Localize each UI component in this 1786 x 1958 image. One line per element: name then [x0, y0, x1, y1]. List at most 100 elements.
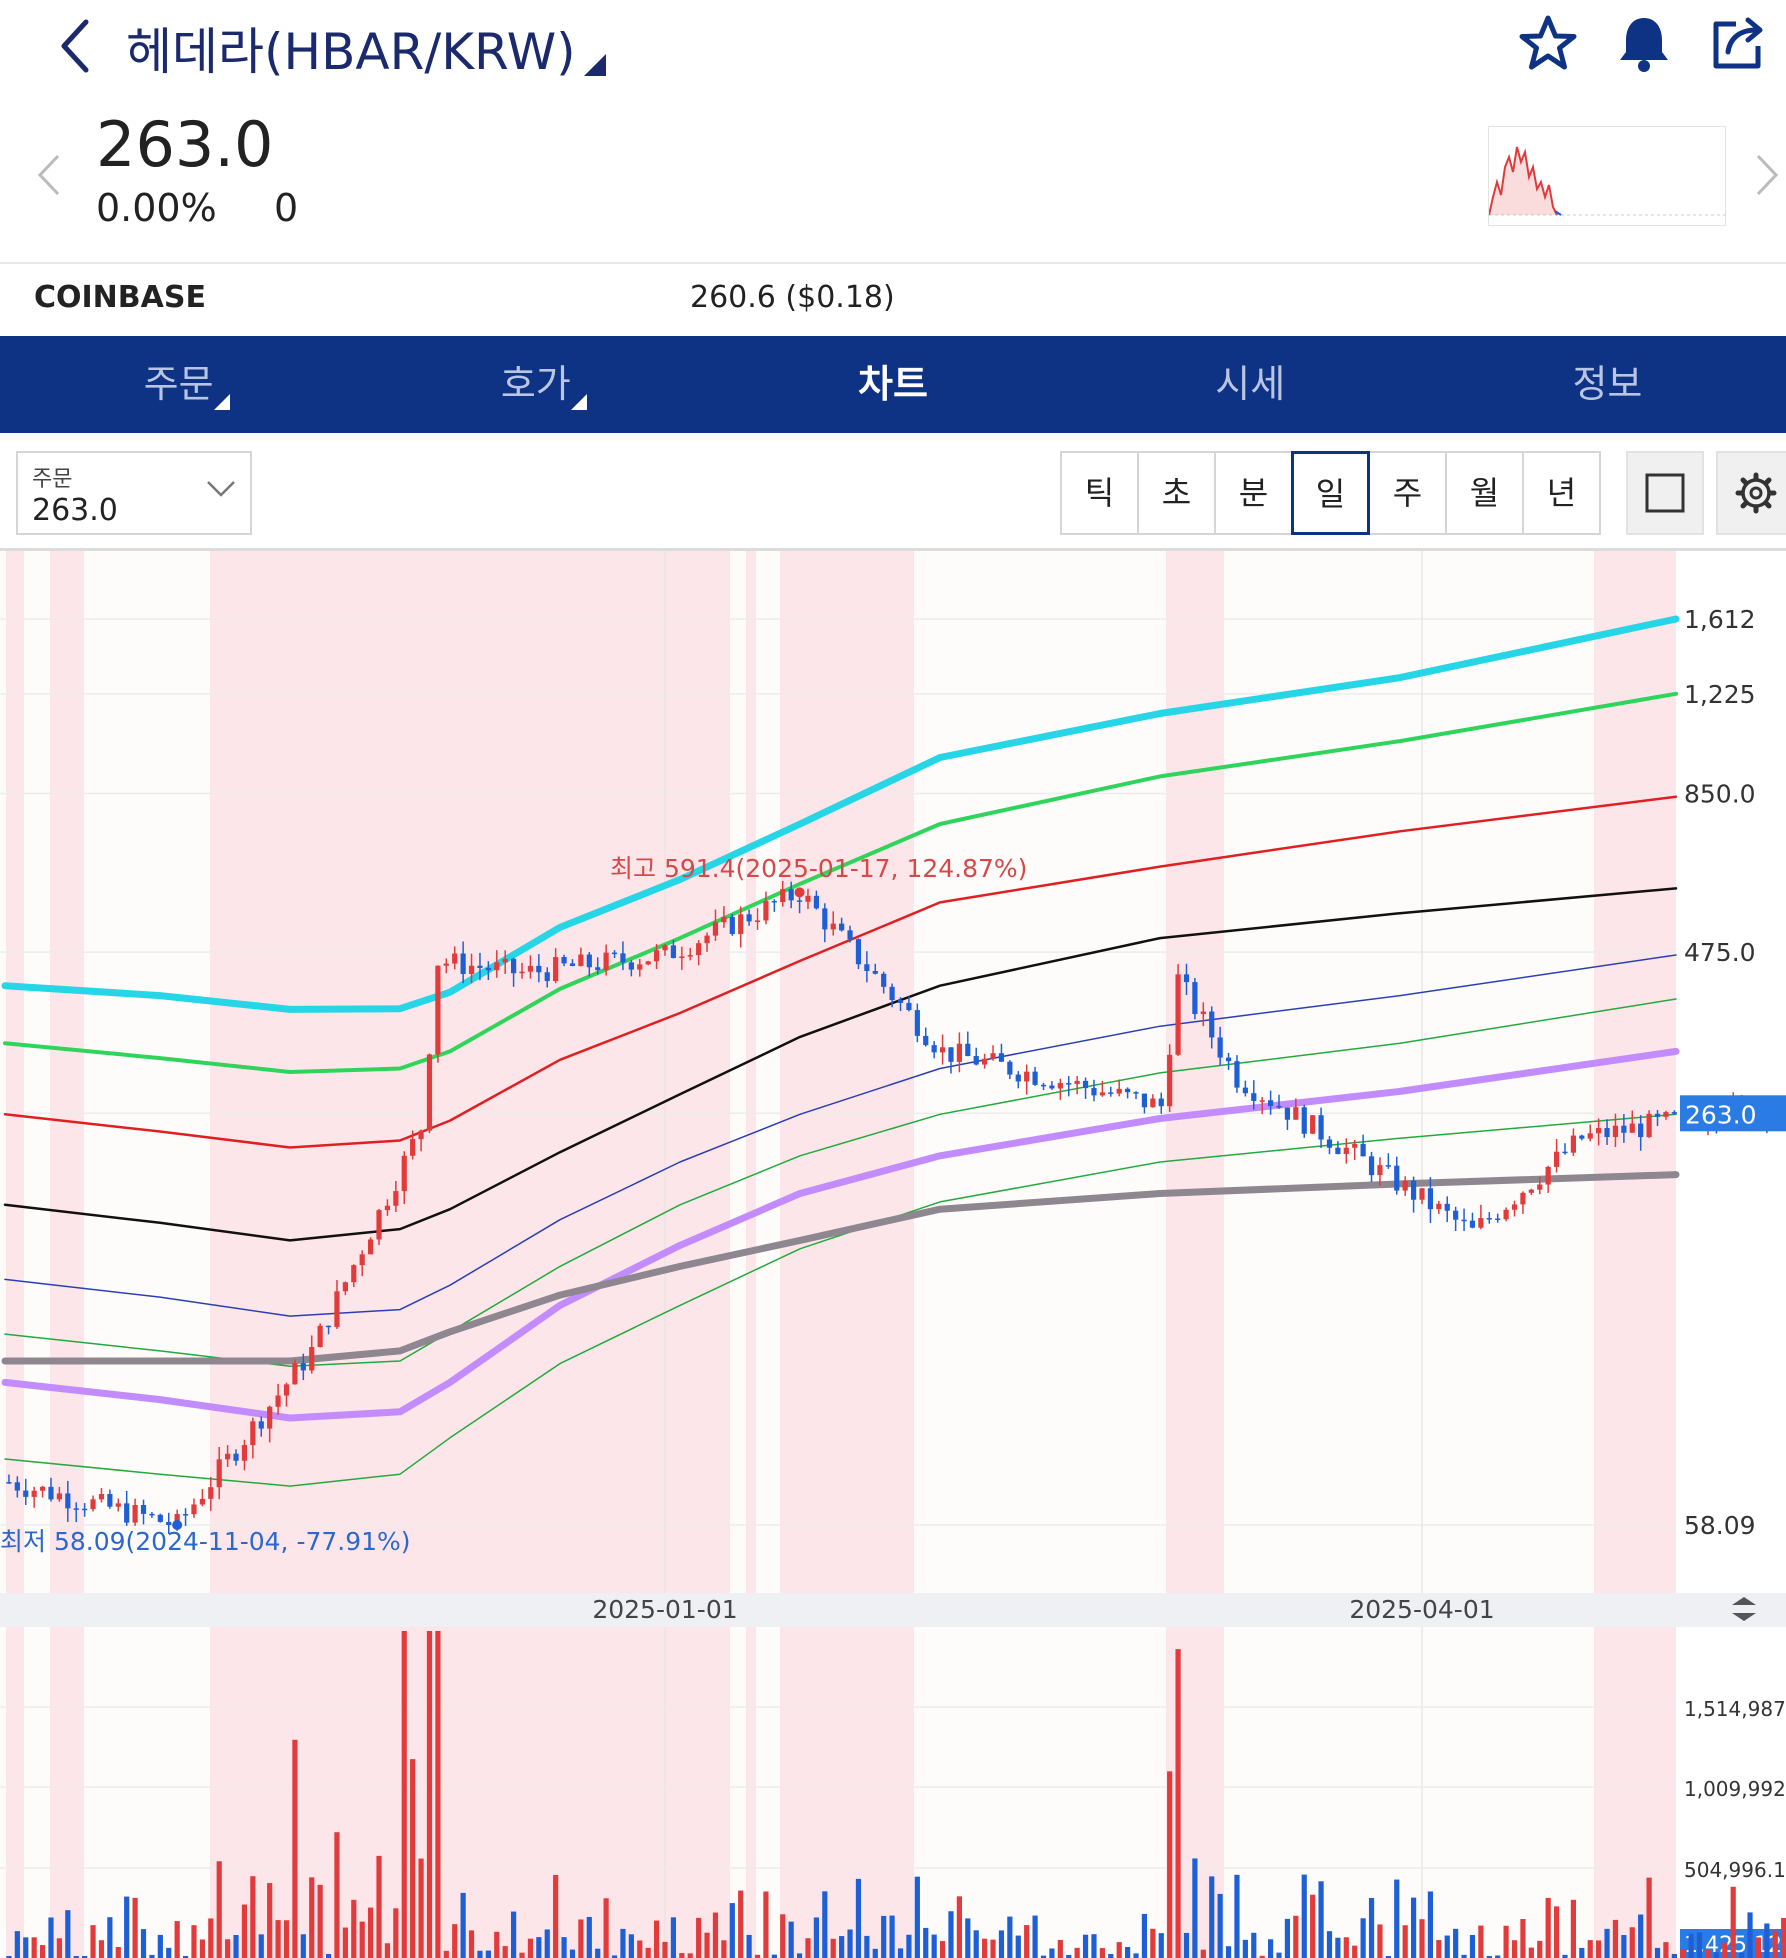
volume-bar	[1579, 1947, 1585, 1958]
candle-body	[1268, 1100, 1274, 1106]
volume-bar	[822, 1891, 828, 1958]
high-annotation: 최고 591.4(2025-01-17, 124.87%)	[610, 854, 1027, 883]
volume-bar	[729, 1903, 735, 1958]
candle-body	[1545, 1166, 1551, 1185]
period-year[interactable]: 년	[1522, 451, 1601, 535]
volume-bar	[1587, 1940, 1593, 1958]
order-price-select[interactable]: 주문 263.0	[16, 451, 252, 535]
candle-body	[906, 1002, 912, 1011]
candle-body	[569, 963, 576, 966]
volume-bar	[1722, 1942, 1728, 1958]
bull-shade-region-volume	[50, 1627, 84, 1958]
chart-settings-button[interactable]	[1716, 451, 1786, 535]
title-dropdown-caret-icon[interactable]	[584, 54, 606, 76]
tab-order[interactable]: 주문	[0, 336, 357, 433]
volume-bar	[166, 1947, 172, 1958]
bull-shade-region	[746, 551, 756, 1593]
candle-body	[351, 1265, 357, 1283]
candle-body	[578, 954, 584, 966]
page-title[interactable]: 헤데라(HBAR/KRW)	[126, 23, 576, 81]
volume-bar	[1175, 1649, 1181, 1958]
candle-body	[923, 1035, 929, 1046]
volume-bar	[384, 1943, 391, 1958]
volume-bar	[157, 1934, 163, 1958]
volume-bar	[477, 1950, 483, 1958]
bell-icon[interactable]	[1612, 12, 1676, 76]
volume-bar	[586, 1916, 592, 1958]
candle-body	[939, 1047, 946, 1053]
change-percent: 0.00%	[96, 186, 217, 230]
period-minute[interactable]: 분	[1214, 451, 1293, 535]
period-second[interactable]: 초	[1137, 451, 1216, 535]
volume-bar	[485, 1950, 491, 1958]
candle-body	[1495, 1218, 1501, 1221]
period-day[interactable]: 일	[1291, 451, 1370, 535]
candle-body	[1453, 1210, 1459, 1220]
candle-body	[965, 1043, 971, 1057]
volume-bar	[1444, 1935, 1450, 1958]
tab-quotes[interactable]: 시세	[1072, 336, 1429, 433]
candle-body	[1310, 1115, 1316, 1134]
high-marker	[794, 887, 805, 898]
volume-bar	[317, 1884, 323, 1958]
volume-bar	[998, 1930, 1005, 1958]
price-chart[interactable]: 최고 591.4(2025-01-17, 124.87%) 최저 58.09(20…	[0, 551, 1786, 1958]
volume-bar	[1268, 1939, 1274, 1958]
volume-bar	[965, 1918, 971, 1958]
volume-bar	[494, 1931, 500, 1958]
candle-body	[1427, 1188, 1434, 1210]
fullscreen-button[interactable]	[1626, 451, 1704, 535]
tab-orderbook[interactable]: 호가	[357, 336, 714, 433]
candle-body	[225, 1453, 231, 1460]
volume-bar	[1049, 1948, 1055, 1958]
volume-bar	[1680, 1949, 1686, 1958]
volume-bar	[1259, 1955, 1265, 1958]
mini-sparkline-chart[interactable]	[1488, 126, 1727, 226]
candle-body	[73, 1508, 79, 1510]
low-annotation: 최저 58.09(2024-11-04, -77.91%)	[0, 1527, 411, 1556]
tab-chart[interactable]: 차트	[714, 336, 1071, 433]
candle-body	[157, 1514, 163, 1522]
volume-bar	[393, 1908, 399, 1958]
candle-body	[998, 1053, 1005, 1062]
volume-bar	[939, 1941, 946, 1958]
candle-body	[283, 1384, 290, 1396]
tab-info[interactable]: 정보	[1429, 336, 1786, 433]
volume-bar	[1730, 1886, 1736, 1958]
candle-body	[956, 1043, 962, 1062]
volume-bar	[620, 1928, 626, 1958]
volume-bar	[182, 1956, 189, 1958]
candle-body	[275, 1395, 281, 1407]
back-chevron-icon[interactable]	[52, 14, 100, 78]
candle-body	[359, 1254, 365, 1266]
volume-bar	[990, 1939, 996, 1958]
period-month[interactable]: 월	[1445, 451, 1524, 535]
volume-bar	[595, 1948, 601, 1958]
candle-body	[1629, 1123, 1635, 1133]
chart-toolbar: 주문 263.0 틱 초 분 일 주 월 년	[0, 433, 1786, 551]
star-icon[interactable]	[1516, 12, 1580, 76]
candle-body	[494, 962, 500, 971]
period-week[interactable]: 주	[1368, 451, 1447, 535]
candle-body	[973, 1056, 979, 1065]
period-tick[interactable]: 틱	[1060, 451, 1139, 535]
prev-arrow-icon[interactable]	[34, 150, 64, 200]
pane-resize-icon[interactable]	[1732, 1597, 1756, 1621]
chart-canvas[interactable]: 최고 591.4(2025-01-17, 124.87%) 최저 58.09(20…	[0, 551, 1786, 1958]
volume-bar	[460, 1892, 466, 1958]
x-axis-strip	[0, 1593, 1786, 1627]
volume-bar	[1629, 1927, 1635, 1958]
candle-body	[267, 1406, 273, 1429]
share-icon[interactable]	[1706, 12, 1770, 76]
volume-bar	[645, 1947, 651, 1958]
volume-bar	[771, 1954, 777, 1958]
volume-bar	[931, 1934, 937, 1958]
candle-body	[561, 956, 567, 964]
candle-body	[931, 1045, 937, 1053]
volume-bar	[1057, 1939, 1063, 1958]
next-arrow-icon[interactable]	[1752, 150, 1782, 200]
candle-body	[897, 1000, 904, 1003]
candle-body	[309, 1347, 315, 1371]
candle-body	[1419, 1188, 1425, 1200]
candle-body	[1040, 1084, 1047, 1087]
